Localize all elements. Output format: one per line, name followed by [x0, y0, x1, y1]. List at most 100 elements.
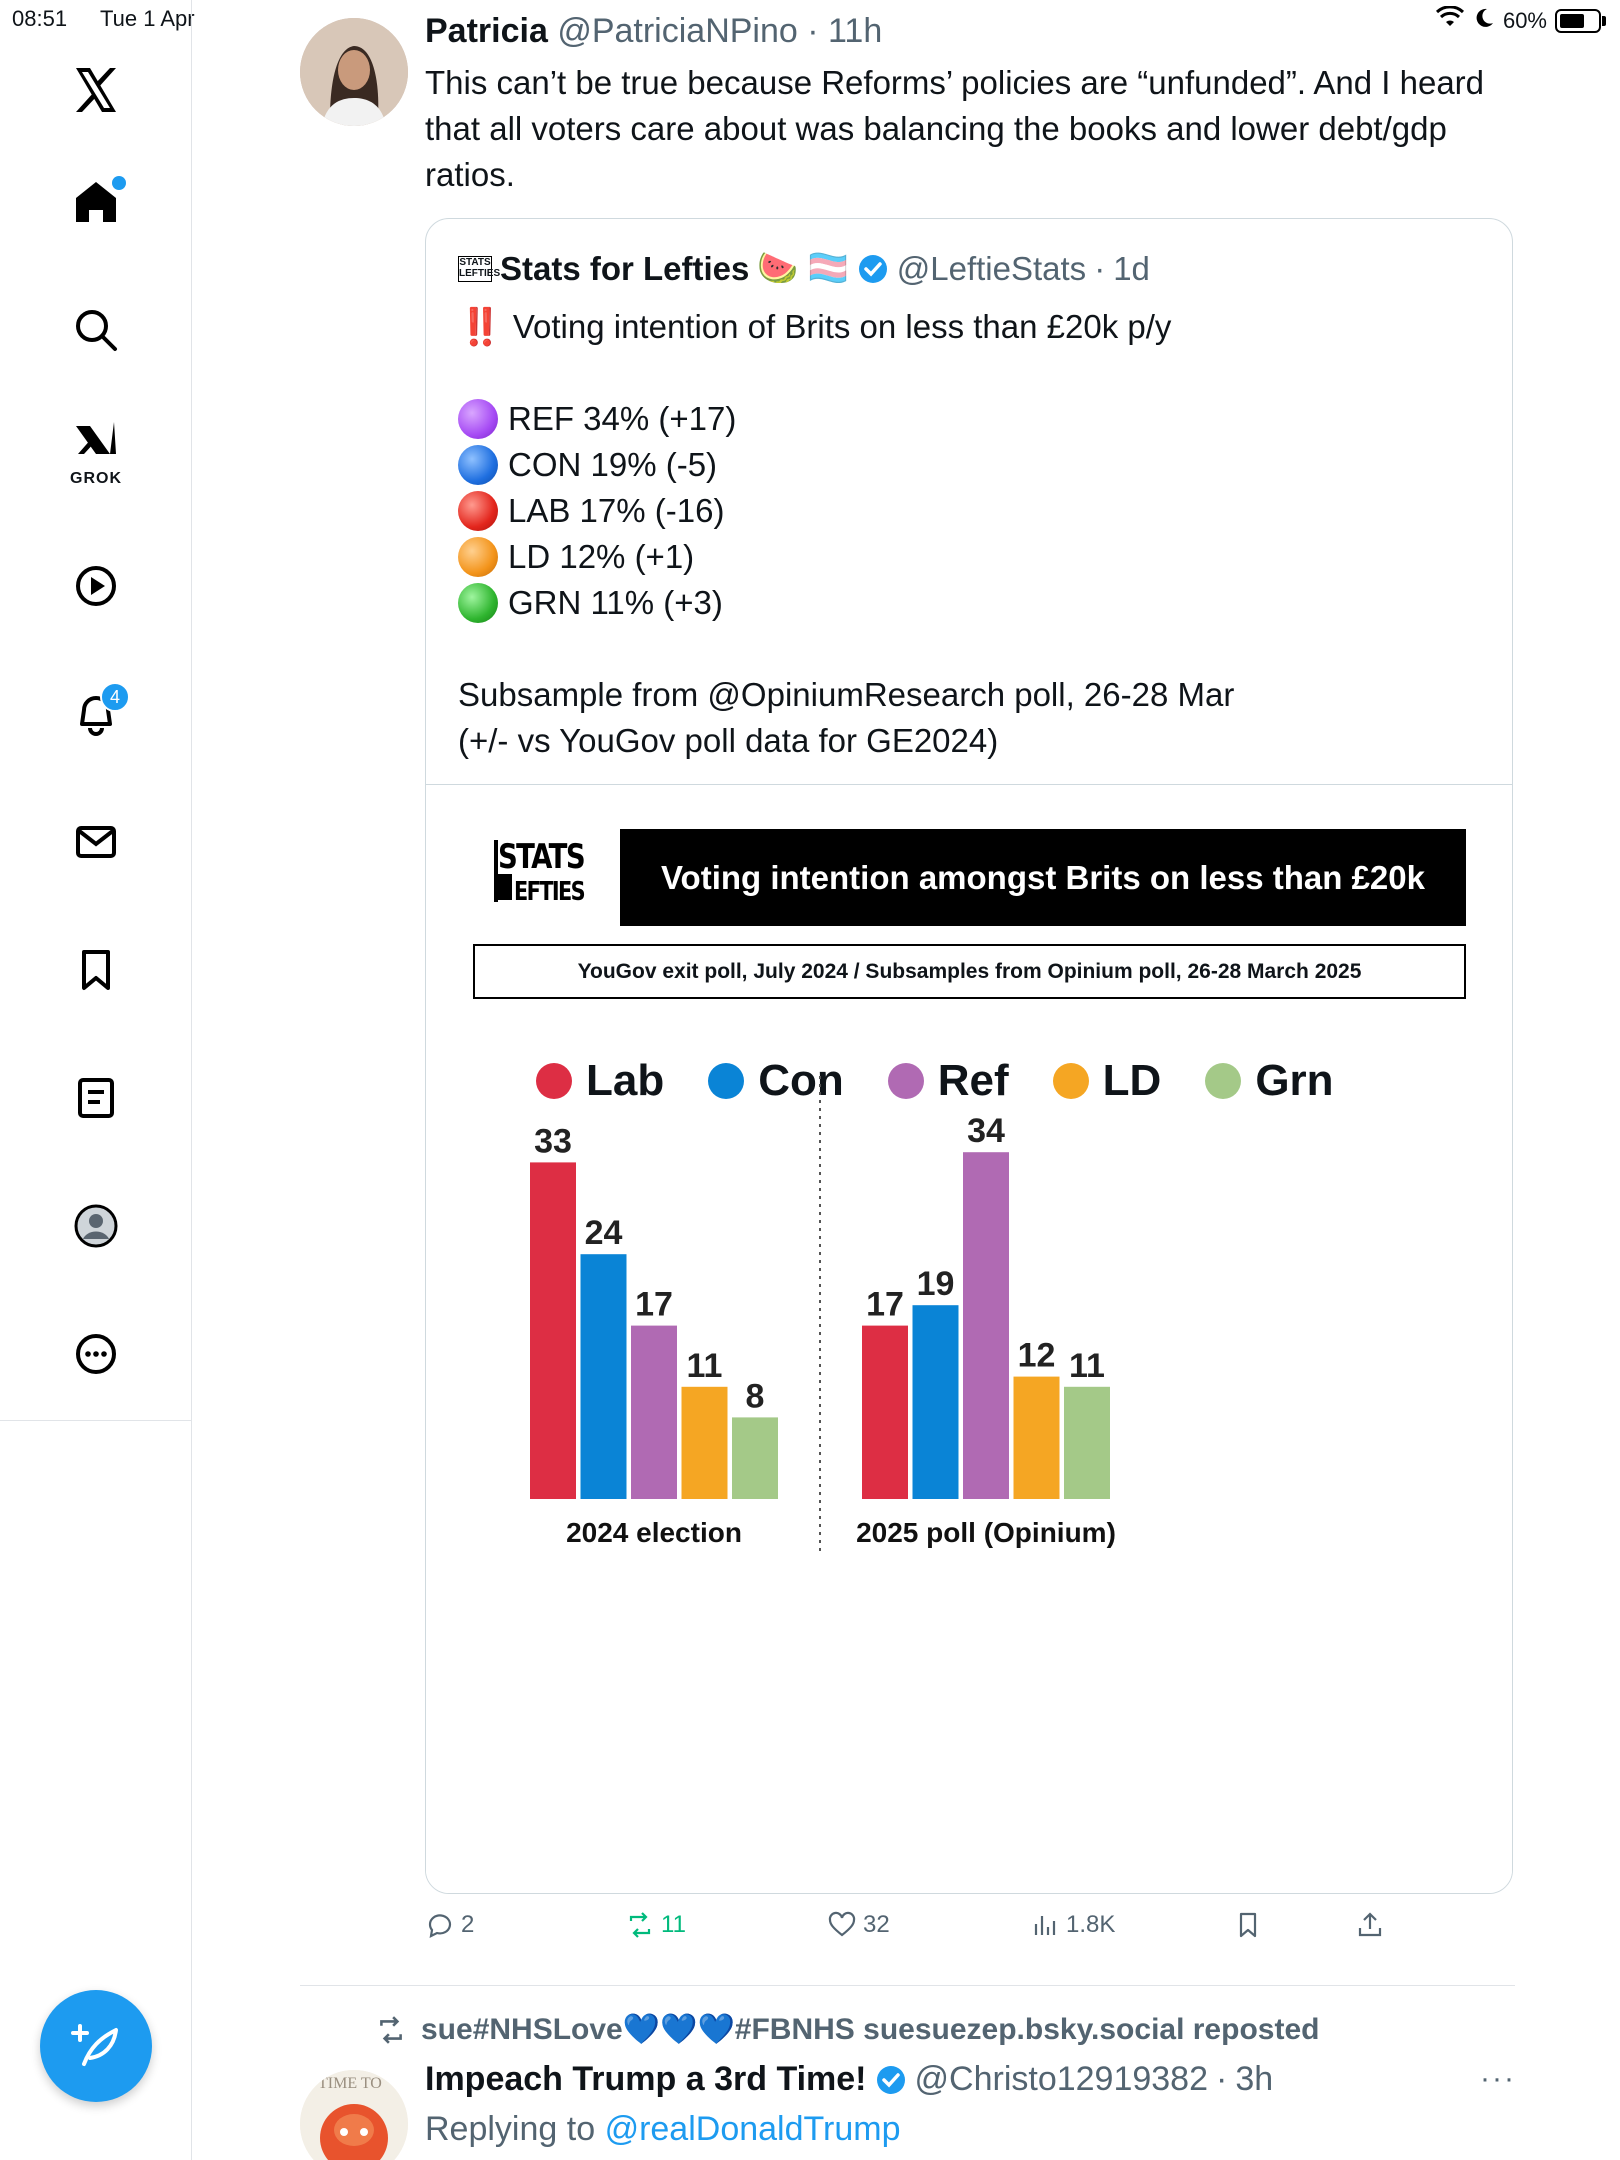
- next-author-name[interactable]: Impeach Trump a 3rd Time!: [425, 2060, 867, 2098]
- status-bar: 08:51 Tue 1 Apr 60%: [0, 0, 1620, 40]
- more-icon[interactable]: [62, 1320, 130, 1388]
- tweet-text: This can’t be true because Reforms’ poli…: [425, 64, 1485, 193]
- legend-item-con: Con: [708, 1056, 844, 1106]
- legend-swatch: [1052, 1063, 1089, 1099]
- quote-body: ‼️ Voting intention of Brits on less than…: [458, 304, 1478, 764]
- bar-grn-1: [1064, 1386, 1110, 1499]
- home-notification-dot: [112, 176, 126, 190]
- repost-by[interactable]: sue#NHSLove💙💙💙#FBNHS suesuezep.bsky.soci…: [421, 2013, 1320, 2046]
- replying-to-line: Replying to @realDonaldTrump: [425, 2110, 901, 2149]
- chart-logo: STATS EFTIES: [494, 836, 586, 907]
- messages-icon[interactable]: [62, 808, 130, 876]
- wifi-icon: [1435, 5, 1465, 36]
- quote-footer-line2: (+/- vs YouGov poll data for GE2024): [458, 722, 999, 759]
- status-time: 08:51: [12, 6, 68, 31]
- status-icons: 60%: [1435, 5, 1606, 36]
- bar-value-label: 12: [1018, 1337, 1056, 1375]
- quote-author-name[interactable]: Stats for Lefties: [500, 249, 750, 287]
- legend-label: LD: [1102, 1056, 1162, 1105]
- battery-icon: [1555, 9, 1601, 33]
- share-icon: [1358, 1912, 1382, 1937]
- chart-image[interactable]: STATS EFTIES Voting intention amongst Br…: [426, 786, 1512, 1893]
- next-tweet-time: 3h: [1235, 2060, 1274, 2098]
- legend-label: Lab: [586, 1056, 665, 1105]
- repost-count: 11: [661, 1911, 686, 1938]
- more-options-icon[interactable]: ···: [1480, 2062, 1516, 2095]
- tweet-header: Patricia @PatriciaNPino · 11h: [425, 12, 883, 50]
- bar-value-label: 17: [635, 1286, 673, 1324]
- tweet-time[interactable]: 11h: [828, 12, 883, 50]
- category-label: 2024 election: [566, 1517, 742, 1548]
- bar-value-label: 34: [967, 1112, 1005, 1150]
- svg-text:STATS: STATS: [498, 837, 584, 877]
- profile-icon[interactable]: [62, 1192, 130, 1260]
- home-icon[interactable]: [62, 168, 130, 236]
- views-chart-icon: [1034, 1916, 1056, 1935]
- author-handle[interactable]: @PatriciaNPino: [557, 12, 798, 50]
- next-author-avatar[interactable]: TIME TO: [300, 2070, 408, 2160]
- bar-lab-1: [862, 1325, 908, 1499]
- bar-value-label: 17: [866, 1286, 904, 1324]
- repost-icon: [629, 1912, 651, 1938]
- views-button[interactable]: 1.8K: [1030, 1910, 1115, 1940]
- grok-label: GROK: [70, 470, 122, 487]
- stats-lefties-logo: STATS LEFTIES: [458, 255, 500, 282]
- bar-value-label: 24: [585, 1214, 623, 1252]
- red-circle-icon: [458, 491, 498, 531]
- svg-text:EFTIES: EFTIES: [514, 877, 584, 906]
- heart-icon: [828, 1911, 856, 1937]
- notifications-icon[interactable]: 4: [62, 680, 130, 748]
- poll-line-lab: LAB 17% (-16): [458, 488, 1478, 534]
- bar-value-label: 11: [1069, 1347, 1105, 1385]
- x-logo-icon[interactable]: [62, 56, 130, 124]
- chart-legend: Lab Con Ref LD Grn: [536, 1056, 1436, 1106]
- grok-icon[interactable]: GROK: [62, 418, 130, 487]
- legend-item-grn: Grn: [1205, 1056, 1334, 1106]
- bookmarks-icon[interactable]: [62, 936, 130, 1004]
- battery-percent: 60%: [1502, 8, 1547, 33]
- bookmark-button[interactable]: [1233, 1910, 1263, 1940]
- verified-badge-icon: [858, 254, 887, 283]
- video-icon[interactable]: [62, 552, 130, 620]
- replying-to-prefix: Replying to: [425, 2110, 596, 2148]
- moon-icon: [1473, 7, 1495, 35]
- compose-button[interactable]: [40, 1990, 152, 2102]
- quote-author-emojis: 🍉 🏳️‍⚧️: [757, 249, 849, 286]
- quote-headline: Voting intention of Brits on less than £…: [512, 308, 1172, 345]
- repost-context: sue#NHSLove💙💙💙#FBNHS suesuezep.bsky.soci…: [375, 2012, 1319, 2047]
- quote-tweet-card[interactable]: STATS LEFTIES Stats for Lefties 🍉 🏳️‍⚧️ @…: [425, 218, 1513, 1894]
- replying-to-link[interactable]: @realDonaldTrump: [604, 2110, 901, 2148]
- next-author-handle[interactable]: @Christo12919382: [914, 2060, 1208, 2098]
- like-button[interactable]: 32: [827, 1910, 890, 1940]
- repost-icon: [380, 2015, 402, 2044]
- bar-ref-1: [963, 1152, 1009, 1499]
- reply-button[interactable]: 2: [425, 1910, 474, 1940]
- poll-line-grn: GRN 11% (+3): [458, 580, 1478, 626]
- chart-subtitle: YouGov exit poll, July 2024 / Subsamples…: [473, 944, 1466, 999]
- lists-icon[interactable]: [62, 1064, 130, 1132]
- legend-swatch: [887, 1063, 924, 1099]
- bar-grn-0: [732, 1417, 778, 1499]
- bar-con-0: [580, 1254, 627, 1499]
- author-name[interactable]: Patricia: [425, 12, 548, 50]
- quote-author-handle[interactable]: @LeftieStats: [896, 249, 1087, 287]
- bar-lab-0: [530, 1162, 576, 1499]
- share-button[interactable]: [1355, 1910, 1385, 1940]
- double-exclamation-icon: ‼️: [458, 306, 503, 347]
- poll-line-ld: LD 12% (+1): [458, 534, 1478, 580]
- search-icon[interactable]: [62, 296, 130, 364]
- repost-button[interactable]: 11: [625, 1910, 686, 1940]
- quote-footer-line1: Subsample from @OpiniumResearch poll, 26…: [458, 676, 1235, 713]
- next-tweet-header: Impeach Trump a 3rd Time! @Christo129193…: [425, 2060, 1274, 2098]
- legend-label: Con: [758, 1056, 844, 1105]
- bar-chart: 33 24 17 11 8 2024 election 17 19 34 12 11 2025 pol…: [530, 1076, 1116, 1551]
- bookmark-icon: [1239, 1912, 1257, 1938]
- bar-ld-0: [681, 1386, 728, 1499]
- tweet-actions: 2 11 32 1.8K: [425, 1910, 1515, 1960]
- bar-value-label: 19: [917, 1265, 955, 1303]
- author-avatar[interactable]: [300, 18, 408, 126]
- bar-value-label: 11: [687, 1347, 723, 1385]
- green-circle-icon: [458, 583, 498, 623]
- sidebar: GROK 4: [0, 0, 192, 2160]
- poll-line-ref: REF 34% (+17): [458, 396, 1478, 442]
